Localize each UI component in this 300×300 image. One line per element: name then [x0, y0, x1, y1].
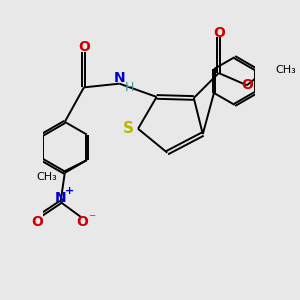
Text: CH₃: CH₃	[275, 65, 296, 75]
Text: S: S	[123, 121, 134, 136]
Text: O: O	[31, 215, 43, 229]
Text: N: N	[55, 191, 66, 205]
Text: N: N	[114, 71, 125, 85]
Text: O: O	[213, 26, 225, 40]
Text: O: O	[76, 215, 88, 229]
Text: +: +	[64, 186, 74, 197]
Text: ⁻: ⁻	[88, 212, 95, 226]
Text: O: O	[242, 78, 253, 92]
Text: CH₃: CH₃	[36, 172, 57, 182]
Text: O: O	[78, 40, 90, 54]
Text: H: H	[124, 81, 134, 94]
